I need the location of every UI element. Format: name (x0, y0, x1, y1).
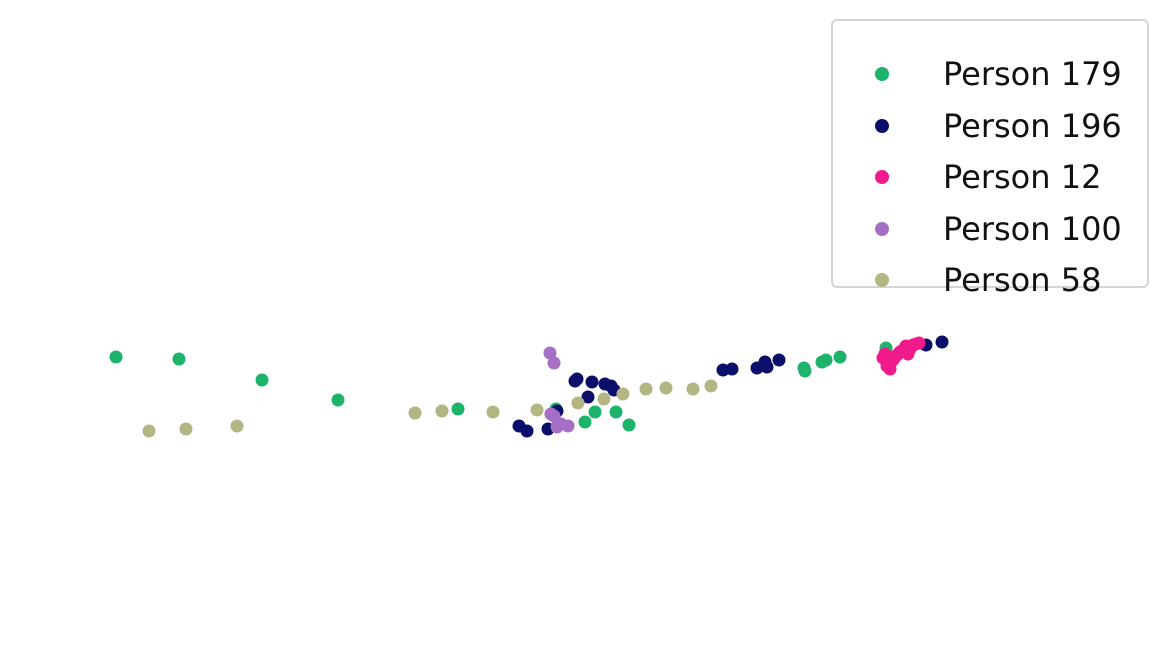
point-person-196-18 (935, 335, 949, 349)
point-person-58-13 (704, 379, 718, 393)
legend-item-person-12: Person 12 (833, 157, 1147, 197)
point-person-179-2 (255, 373, 269, 387)
point-person-58-8 (597, 392, 611, 406)
legend-label-person-179: Person 179 (943, 55, 1122, 93)
point-person-100-1 (547, 356, 561, 370)
point-person-58-7 (571, 396, 585, 410)
point-person-58-1 (179, 422, 193, 436)
legend-marker-person-100 (875, 222, 889, 236)
legend-label-person-100: Person 100 (943, 210, 1122, 248)
point-person-58-12 (686, 382, 700, 396)
legend-label-person-12: Person 12 (943, 158, 1102, 196)
point-person-58-0 (142, 424, 156, 438)
point-person-58-4 (435, 404, 449, 418)
point-person-58-2 (230, 419, 244, 433)
point-person-196-7 (585, 375, 599, 389)
point-person-179-4 (451, 402, 465, 416)
series-person-12 (876, 336, 926, 376)
point-person-12-12 (912, 336, 926, 350)
legend-item-person-58: Person 58 (833, 260, 1147, 300)
series-person-179 (109, 341, 893, 432)
point-person-179-8 (609, 405, 623, 419)
point-person-179-0 (109, 350, 123, 364)
legend: Person 179 Person 196 Person 12 Person 1… (831, 19, 1149, 299)
series-person-58 (142, 379, 718, 438)
legend-marker-person-58 (875, 273, 889, 287)
point-person-196-6 (581, 390, 595, 404)
point-person-179-7 (588, 405, 602, 419)
legend-label-person-58: Person 58 (943, 261, 1102, 299)
legend-marker-person-179 (875, 67, 889, 81)
point-person-196-15 (760, 360, 774, 374)
point-person-179-13 (819, 353, 833, 367)
point-person-196-12 (725, 362, 739, 376)
point-person-196-5 (570, 372, 584, 386)
point-person-12-13 (878, 347, 892, 361)
point-person-179-6 (578, 415, 592, 429)
legend-marker-person-12 (875, 170, 889, 184)
point-person-179-1 (172, 352, 186, 366)
point-person-58-10 (639, 382, 653, 396)
legend-marker-person-196 (875, 119, 889, 133)
point-person-58-3 (408, 406, 422, 420)
point-person-179-3 (331, 393, 345, 407)
legend-item-person-196: Person 196 (833, 106, 1147, 146)
point-person-58-5 (486, 405, 500, 419)
point-person-58-11 (659, 381, 673, 395)
point-person-179-11 (798, 364, 812, 378)
point-person-100-6 (561, 419, 575, 433)
series-person-100 (543, 346, 575, 434)
point-person-58-9 (616, 387, 630, 401)
point-person-179-9 (622, 418, 636, 432)
point-person-100-0 (543, 346, 557, 360)
legend-item-person-179: Person 179 (833, 54, 1147, 94)
legend-label-person-196: Person 196 (943, 107, 1122, 145)
point-person-196-1 (520, 424, 534, 438)
point-person-179-14 (833, 350, 847, 364)
point-person-12-14 (888, 350, 902, 364)
point-person-58-6 (530, 403, 544, 417)
point-person-196-16 (772, 353, 786, 367)
legend-item-person-100: Person 100 (833, 209, 1147, 249)
